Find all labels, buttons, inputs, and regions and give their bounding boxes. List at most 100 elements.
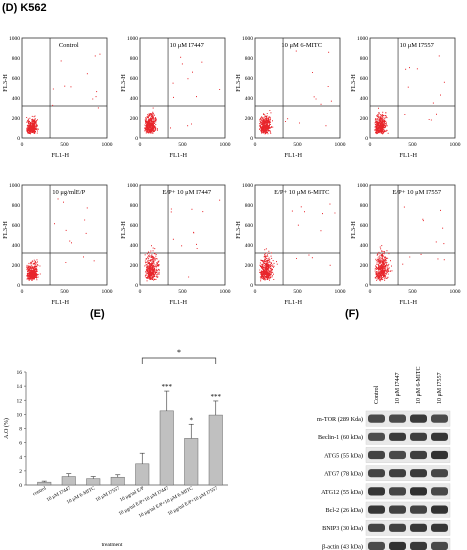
x-tick-label: 500	[60, 289, 69, 295]
y-tick-label: 12	[17, 398, 23, 404]
y-tick-label: 0	[135, 283, 138, 289]
plot-title: E/P+ 10 μM I7557	[392, 189, 442, 196]
protein-band	[368, 487, 385, 496]
x-axis-label: FL1-H	[169, 299, 187, 306]
significance-label: *	[190, 416, 194, 424]
x-tick-label: 1000	[102, 289, 113, 295]
y-axis-label: FL3-H	[2, 74, 9, 92]
bar	[159, 410, 174, 486]
x-tick-label: 1000	[102, 142, 113, 148]
y-tick-label: 200	[12, 263, 21, 269]
x-tick-label: 1000	[450, 289, 461, 295]
bar	[86, 478, 101, 486]
protein-label: Bcl-2 (26 kDa)	[326, 507, 363, 514]
y-tick-label: 400	[12, 243, 21, 249]
x-tick-label: 0	[254, 142, 257, 148]
flow-plot: E/P+ 10 μM I7447 FL3-H 0 200 400 600 800 1000 0 5…	[120, 183, 231, 306]
blot-strip	[365, 538, 451, 550]
y-tick-label: 0	[250, 136, 253, 142]
y-axis-label: FL3-H	[350, 74, 357, 92]
protein-band	[368, 469, 385, 478]
y-tick-label: 400	[360, 96, 369, 102]
y-tick-label: 600	[130, 76, 139, 82]
x-tick-label: 0	[254, 289, 257, 295]
y-tick-label: 800	[245, 203, 254, 209]
flow-plot: 10 μM 6-MITC FL3-H 0 200 400 600 800 1000 0 500 10…	[235, 36, 346, 159]
protein-band	[431, 541, 448, 550]
y-tick-label: 1000	[357, 36, 368, 42]
protein-band	[431, 487, 448, 496]
flow-plot: E/P+ 10 μM I7557 FL3-H 0 200 400 600 800 1000 0 5…	[350, 183, 461, 306]
plot-frame	[139, 37, 226, 139]
y-axis-label: FL3-H	[2, 221, 9, 239]
x-axis-label: FL1-H	[51, 152, 69, 159]
x-tick-label: 0	[21, 142, 24, 148]
x-axis-label: FL1-H	[399, 299, 417, 306]
y-tick-label: 0	[365, 283, 368, 289]
y-tick-label: 0	[365, 136, 368, 142]
x-tick-label: 1000	[335, 289, 346, 295]
protein-band	[368, 414, 385, 423]
y-tick-label: 4	[19, 455, 22, 461]
lane-label: 10 μM I7447	[395, 372, 401, 404]
protein-band	[389, 523, 406, 532]
bar	[110, 476, 125, 486]
y-tick-label: 2	[19, 469, 22, 475]
protein-band	[431, 505, 448, 514]
plot-title: 10 μg/mlE/P	[52, 189, 85, 196]
x-tick-label: 1000	[335, 142, 346, 148]
bracket-label: *	[177, 348, 181, 357]
y-tick-label: 400	[245, 243, 254, 249]
y-tick-label: 0	[135, 136, 138, 142]
lane-label: Control	[374, 385, 380, 404]
y-tick-label: 0	[17, 136, 20, 142]
panel-f-label: (F)	[345, 308, 360, 320]
x-tick-label: 500	[408, 142, 417, 148]
y-tick-label: 0	[19, 483, 22, 489]
y-tick-label: 400	[245, 96, 254, 102]
flow-plot: Control FL3-H 0 200 400 600 800 1000 0 500 1000 FL1…	[2, 36, 113, 159]
y-tick-label: 200	[245, 263, 254, 269]
protein-band	[389, 450, 406, 460]
event-dots	[26, 198, 95, 281]
significance-bracket	[141, 357, 217, 364]
x-axis-label: FL1-H	[399, 152, 417, 159]
category-label: 10 μg/ml E/P+10 μM I7557	[167, 486, 219, 517]
x-tick-label: 0	[21, 289, 24, 295]
plot-title: 10 μM I7447	[170, 42, 205, 49]
protein-band	[431, 469, 448, 478]
x-tick-label: 0	[139, 289, 142, 295]
y-tick-label: 800	[245, 56, 254, 62]
protein-band	[410, 523, 427, 532]
plot-title: E/P+ 10 μM I7447	[162, 189, 212, 196]
y-tick-label: 800	[130, 203, 139, 209]
y-tick-label: 400	[130, 96, 139, 102]
protein-band	[368, 432, 385, 441]
y-tick-label: 600	[12, 76, 21, 82]
x-tick-label: 500	[60, 142, 69, 148]
protein-band	[410, 432, 427, 441]
plot-title: 10 μM I7557	[400, 42, 435, 49]
significance-label: ***	[211, 393, 222, 401]
significance-label: ***	[162, 383, 173, 391]
x-axis-label: treatment	[102, 542, 123, 548]
x-tick-label: 0	[369, 142, 372, 148]
protein-band	[389, 505, 406, 514]
x-tick-label: 500	[178, 142, 187, 148]
protein-label: BNIP3 (30 kDa)	[322, 525, 363, 532]
plot-frame	[254, 184, 341, 286]
protein-label: m-TOR (289 Kda)	[317, 416, 363, 423]
protein-band	[389, 487, 406, 496]
plot-title: 10 μM 6-MITC	[281, 42, 322, 49]
y-tick-label: 1000	[9, 36, 20, 42]
flow-plot: E/P+ 10 μM 6-MITC FL3-H 0 200 400 600 800 1000 0…	[235, 183, 346, 306]
blot-strip	[365, 483, 451, 500]
plot-title: Control	[59, 42, 79, 49]
event-dots	[374, 206, 445, 282]
blot-strip	[365, 501, 451, 518]
y-tick-label: 1000	[127, 183, 138, 189]
y-tick-label: 16	[17, 370, 23, 376]
flow-cytometry-panels: Control FL3-H 0 200 400 600 800 1000 0 500 1000 FL1…	[2, 36, 461, 306]
flow-plot: 10 μg/mlE/P FL3-H 0 200 400 600 800 1000 0 500 100…	[2, 183, 113, 306]
event-dots	[259, 203, 336, 282]
